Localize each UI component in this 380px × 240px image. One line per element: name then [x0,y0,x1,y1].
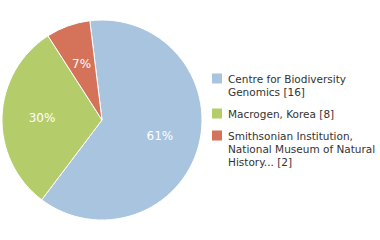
pie-slice [2,36,102,200]
legend-label: Macrogen, Korea [8] [228,108,334,120]
legend-label: Centre for BiodiversityGenomics [16] [228,73,346,98]
data-labels: 61% 30% 7% [29,57,174,143]
legend-label: Smithsonian Institution,National Museum … [228,130,375,168]
legend: Centre for BiodiversityGenomics [16] Macr… [212,73,375,168]
chart-container: 61% 30% 7% Centre for BiodiversityGenomics … [0,0,380,240]
chart: 61% 30% 7% Centre for BiodiversityGenomics … [0,0,380,240]
legend-swatch [212,109,222,119]
pie-slice [48,21,102,120]
slices [2,20,202,220]
legend-swatch [212,131,222,141]
data-label: 7% [72,57,91,71]
data-label: 30% [29,111,56,125]
legend-swatch [212,74,222,84]
data-label: 61% [147,129,174,143]
